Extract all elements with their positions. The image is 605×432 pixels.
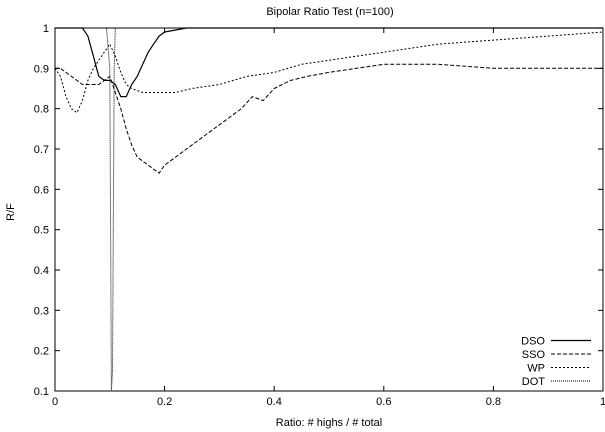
x-tick-label: 0.4 xyxy=(267,396,282,408)
x-tick-label: 1 xyxy=(600,396,605,408)
y-tick-label: 0.1 xyxy=(34,386,49,398)
y-axis: 0.1 0.2 0.3 0.4 0.5 0.6 0.7 0.8 0.9 1 xyxy=(34,23,603,398)
series-line-dot xyxy=(55,27,143,392)
y-tick-label: 0.7 xyxy=(34,144,49,156)
legend-label-dso: DSO xyxy=(521,336,545,348)
legend-label-wp: WP xyxy=(527,363,545,375)
x-tick-label: 0 xyxy=(52,396,58,408)
y-tick-label: 0.2 xyxy=(34,346,49,358)
y-tick-label: 1 xyxy=(43,23,49,35)
y-tick-label: 0.4 xyxy=(34,265,49,277)
legend-label-dot: DOT xyxy=(522,376,546,388)
x-axis: 0 0.2 0.4 0.6 0.8 1 xyxy=(52,28,605,408)
y-tick-label: 0.8 xyxy=(34,104,49,116)
y-axis-title: R/F xyxy=(5,203,17,221)
series-group xyxy=(54,27,604,392)
y-tick-label: 0.6 xyxy=(34,184,49,196)
legend-label-sso: SSO xyxy=(522,349,546,361)
x-tick-label: 0.8 xyxy=(486,396,501,408)
x-tick-label: 0.2 xyxy=(157,396,172,408)
series-line-wp xyxy=(54,31,604,114)
series-line-sso xyxy=(55,63,603,174)
y-tick-label: 0.5 xyxy=(34,225,49,237)
x-tick-label: 0.6 xyxy=(376,396,391,408)
y-tick-label: 0.3 xyxy=(34,305,49,317)
series-line-dso xyxy=(55,27,603,98)
chart-title: Bipolar Ratio Test (n=100) xyxy=(266,6,393,18)
x-axis-title: Ratio: # highs / # total xyxy=(276,417,382,429)
y-tick-label: 0.9 xyxy=(34,63,49,75)
